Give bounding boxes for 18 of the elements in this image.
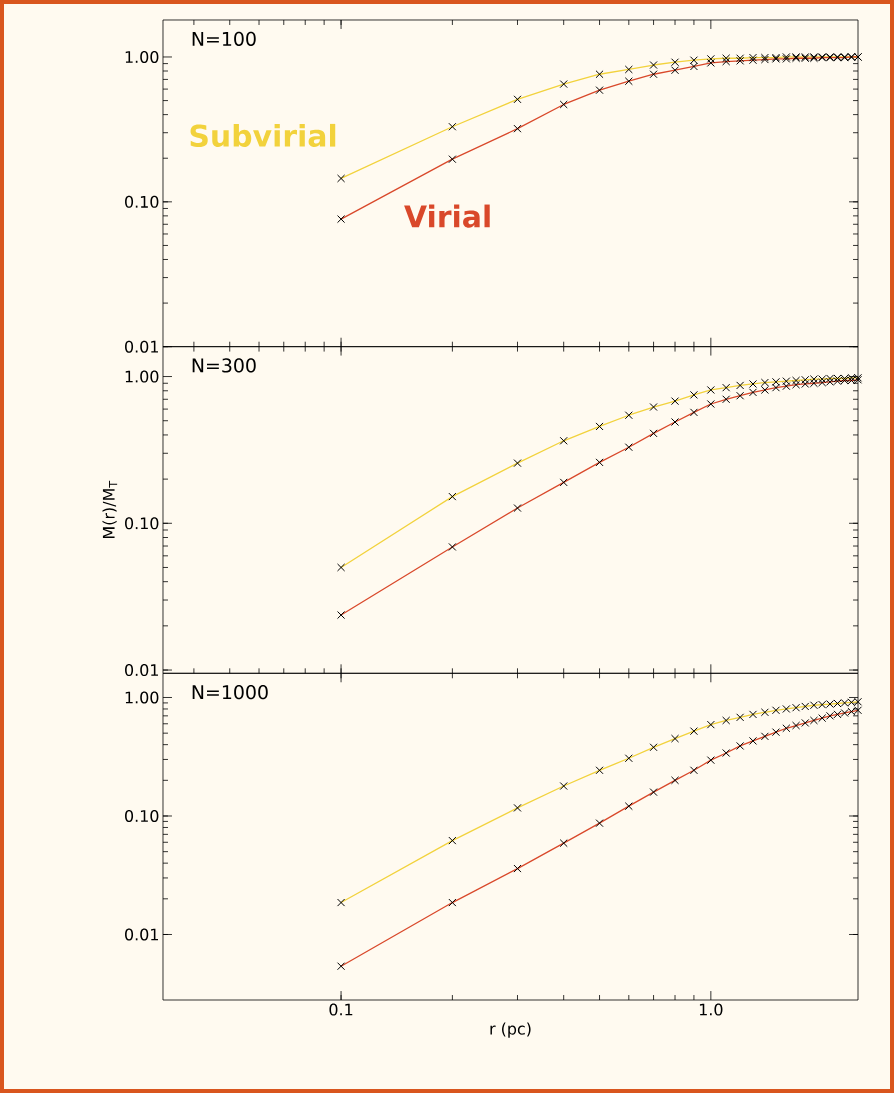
annotation: N=100: [192, 31, 256, 46]
annotation: N=1000: [192, 684, 268, 700]
series-label: Subvirial: [190, 123, 336, 148]
y-tick-label: 0.01: [125, 664, 158, 677]
x-tick-label: 1.0: [699, 1003, 723, 1016]
y-tick-label: 0.01: [125, 928, 158, 941]
y-tick-label: 1.00: [125, 370, 159, 383]
y-tick-label: 0.10: [125, 517, 159, 530]
y-tick-label: 1.00: [125, 50, 159, 63]
x-axis-title: r (pc): [490, 1022, 531, 1038]
series-label: Virial: [404, 204, 490, 228]
y-tick-label: 0.01: [125, 340, 158, 353]
y-tick-label: 1.00: [125, 691, 159, 704]
y-tick-label: 0.10: [125, 809, 159, 823]
y-axis-title: M(r)/M$_{T}$: [102, 480, 118, 538]
x-tick-label: 0.1: [329, 1003, 353, 1016]
annotation: N=300: [192, 358, 256, 373]
y-tick-label: 0.10: [125, 195, 159, 208]
